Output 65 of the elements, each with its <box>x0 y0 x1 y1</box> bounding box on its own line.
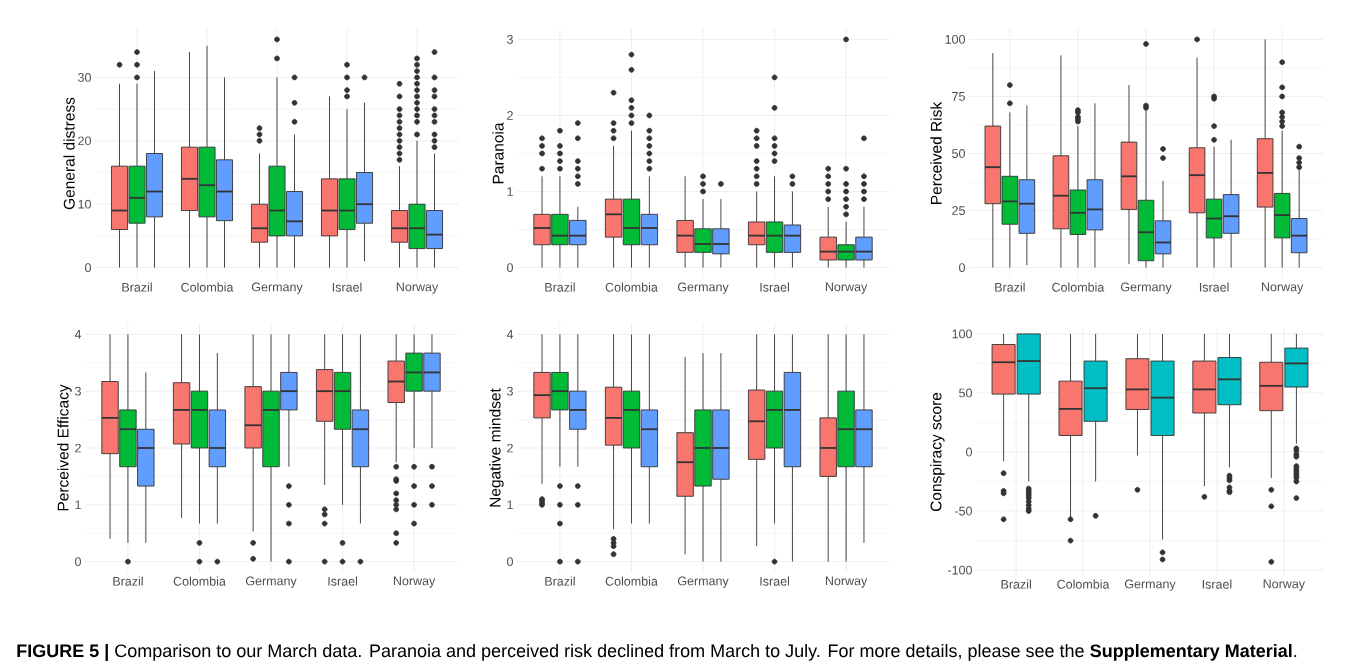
x-tick-label: Germany <box>245 576 297 588</box>
x-tick-label: Israel <box>1199 282 1229 292</box>
x-tick-label: Brazil <box>545 576 575 586</box>
y-tick-label: 20 <box>78 136 91 146</box>
y-tick-label: 50 <box>952 149 965 158</box>
x-tick-label: Norway <box>1261 282 1304 294</box>
x-tick-label: Germany <box>1120 282 1172 294</box>
x-tick-label: Norway <box>1263 579 1305 591</box>
text: FIGURE 5 | Comparison to our March data. Paranoia and perceived risk declined from March to July. For more details, please see the Supplementary Material. <box>17 643 1297 661</box>
x-tick-label: Germany <box>677 282 729 294</box>
x-tick-label: Israel <box>1202 579 1232 589</box>
x-tick-label: Colombia <box>1057 579 1110 589</box>
x-tick-label: Brazil <box>1001 579 1031 589</box>
x-tick-label: Colombia <box>605 282 658 292</box>
y-tick-label: 75 <box>952 92 965 101</box>
y-axis-title: Conspiracy score <box>930 392 945 512</box>
y-tick-label: 1 <box>507 187 513 196</box>
x-tick-label: Brazil <box>545 282 575 292</box>
x-tick-label: Israel <box>332 282 362 292</box>
y-tick-label: 0 <box>85 263 91 273</box>
y-tick-label: 10 <box>78 199 91 209</box>
x-tick-label: Brazil <box>122 282 152 292</box>
y-tick-label: 4 <box>74 330 82 339</box>
x-tick-label: Colombia <box>605 576 658 586</box>
y-tick-label: 2 <box>507 111 513 120</box>
y-tick-label: 0 <box>507 263 513 273</box>
y-axis-title: Negative mindset <box>489 388 504 507</box>
x-tick-label: Israel <box>760 282 789 292</box>
y-tick-label: 0 <box>959 263 965 273</box>
y-tick-label: 30 <box>78 73 91 82</box>
y-axis-title: Perceived Efficacy <box>57 384 72 511</box>
y-tick-label: 50 <box>959 388 972 398</box>
y-tick-label: 100 <box>952 329 972 339</box>
y-tick-label: 1 <box>75 500 81 510</box>
x-tick-label: Norway <box>393 576 436 588</box>
x-tick-label: Norway <box>825 282 868 294</box>
x-tick-label: Germany <box>1124 579 1176 591</box>
y-tick-label: 2 <box>75 443 81 453</box>
x-tick-label: Brazil <box>113 576 143 586</box>
x-tick-label: Israel <box>328 576 357 586</box>
x-tick-label: Colombia <box>181 282 234 292</box>
y-tick-label: -50 <box>954 506 972 516</box>
y-tick-label: -100 <box>948 565 972 575</box>
y-tick-label: 1 <box>507 500 513 510</box>
y-tick-label: 0 <box>507 557 513 567</box>
y-tick-label: 25 <box>952 206 965 215</box>
x-tick-label: Norway <box>396 282 439 294</box>
y-tick-label: 0 <box>75 557 81 567</box>
y-axis-title: Perceived Risk <box>930 101 942 204</box>
y-axis-title: General distress <box>63 97 75 210</box>
y-tick-label: 4 <box>506 330 514 339</box>
y-tick-label: 0 <box>966 447 972 457</box>
x-tick-label: Colombia <box>1052 282 1105 292</box>
x-tick-label: Germany <box>251 282 303 294</box>
y-tick-label: 100 <box>945 34 965 44</box>
x-tick-label: Colombia <box>173 576 226 586</box>
y-tick-label: 3 <box>507 34 513 44</box>
y-axis-title: Paranoia <box>492 122 504 184</box>
x-tick-label: Israel <box>760 576 789 586</box>
y-tick-label: 3 <box>75 386 81 396</box>
x-tick-label: Brazil <box>995 282 1025 292</box>
y-tick-label: 2 <box>507 443 513 453</box>
y-tick-label: 3 <box>506 386 513 396</box>
x-tick-label: Norway <box>825 576 868 588</box>
x-tick-label: Germany <box>677 576 729 588</box>
